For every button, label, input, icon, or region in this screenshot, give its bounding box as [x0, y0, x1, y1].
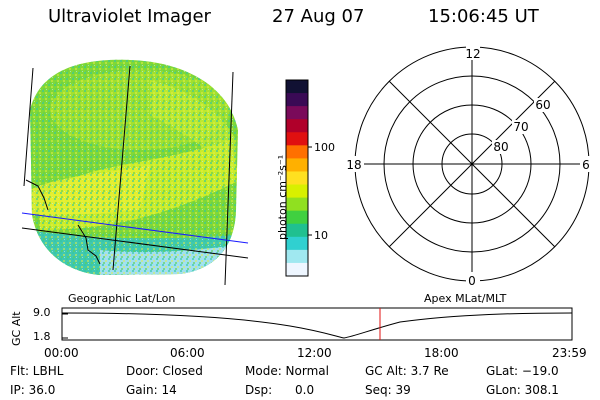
geo-latitude-line: [21, 227, 249, 259]
mode-info: Mode: Normal: [245, 364, 329, 378]
geo-meridian-line: [112, 65, 131, 271]
polar-plot: 12 6 0 18 60 70 80: [344, 46, 594, 288]
altitude-tick-label-top: 9.0: [33, 306, 51, 319]
colorbar: [285, 79, 312, 277]
colorbar-band: [286, 80, 308, 94]
dsp-info: Dsp: 0.0: [245, 383, 315, 397]
colorbar-tick-label-100: 100: [314, 141, 335, 154]
coastline: [25, 179, 101, 265]
mlt-label-18: 18: [346, 158, 361, 172]
altitude-tick-label-bottom: 1.8: [33, 330, 51, 343]
altitude-curve: [61, 312, 573, 339]
colorbar-tick-label-10: 10: [314, 229, 328, 242]
glon-info: GLon: 308.1: [486, 383, 559, 397]
colorbar-band: [286, 145, 308, 159]
magnetic-latitude-line: [21, 212, 249, 244]
colorbar-band: [286, 184, 308, 199]
colorbar-band: [286, 262, 308, 277]
mlat-label-60: 60: [535, 98, 550, 112]
door-info: Door: Closed: [126, 364, 203, 378]
time-tick-0000: 00:00: [44, 346, 79, 360]
mlt-label-12: 12: [465, 47, 480, 61]
mlt-label-0: 0: [468, 274, 476, 288]
colorbar-band: [286, 249, 308, 264]
auroral-image: [21, 59, 249, 286]
time-tick-1800: 18:00: [424, 346, 459, 360]
polar-axis-diagonal: [388, 80, 556, 248]
colorbar-band: [286, 223, 308, 238]
colorbar-band: [286, 171, 308, 186]
date-label: 27 Aug 07: [272, 6, 365, 27]
colorbar-band: [286, 132, 308, 146]
colorbar-band: [286, 158, 308, 172]
colorbar-band: [286, 119, 308, 133]
colorbar-band: [286, 197, 308, 212]
gain-info: Gain: 14: [126, 383, 177, 397]
time-tick-1200: 12:00: [297, 346, 332, 360]
colorbar-band: [286, 210, 308, 225]
glat-info: GLat: −19.0: [486, 364, 559, 378]
ip-info: IP: 36.0: [10, 383, 56, 397]
colorbar-unit-label: photon cm⁻²s⁻¹: [276, 154, 289, 240]
time-label: 15:06:45 UT: [428, 6, 539, 27]
geographic-grid-label: Geographic Lat/Lon: [68, 292, 176, 305]
apex-grid-label: Apex MLat/MLT: [424, 292, 507, 305]
colorbar-band: [286, 236, 308, 251]
instrument-title: Ultraviolet Imager: [48, 6, 211, 27]
mlat-label-70: 70: [513, 120, 528, 134]
time-tick-0600: 06:00: [170, 346, 205, 360]
mlt-label-6: 6: [582, 158, 590, 172]
colorbar-band: [286, 106, 308, 120]
gc-alt-info: GC Alt: 3.7 Re: [365, 364, 449, 378]
colorbar-band: [286, 93, 308, 107]
seq-info: Seq: 39: [365, 383, 411, 397]
geo-meridian-line: [224, 71, 234, 286]
mlat-label-80: 80: [493, 140, 508, 154]
altitude-plot: [61, 307, 573, 341]
time-tick-2359: 23:59: [552, 346, 587, 360]
geo-meridian-line: [23, 67, 34, 187]
filter-info: Flt: LBHL: [10, 364, 64, 378]
